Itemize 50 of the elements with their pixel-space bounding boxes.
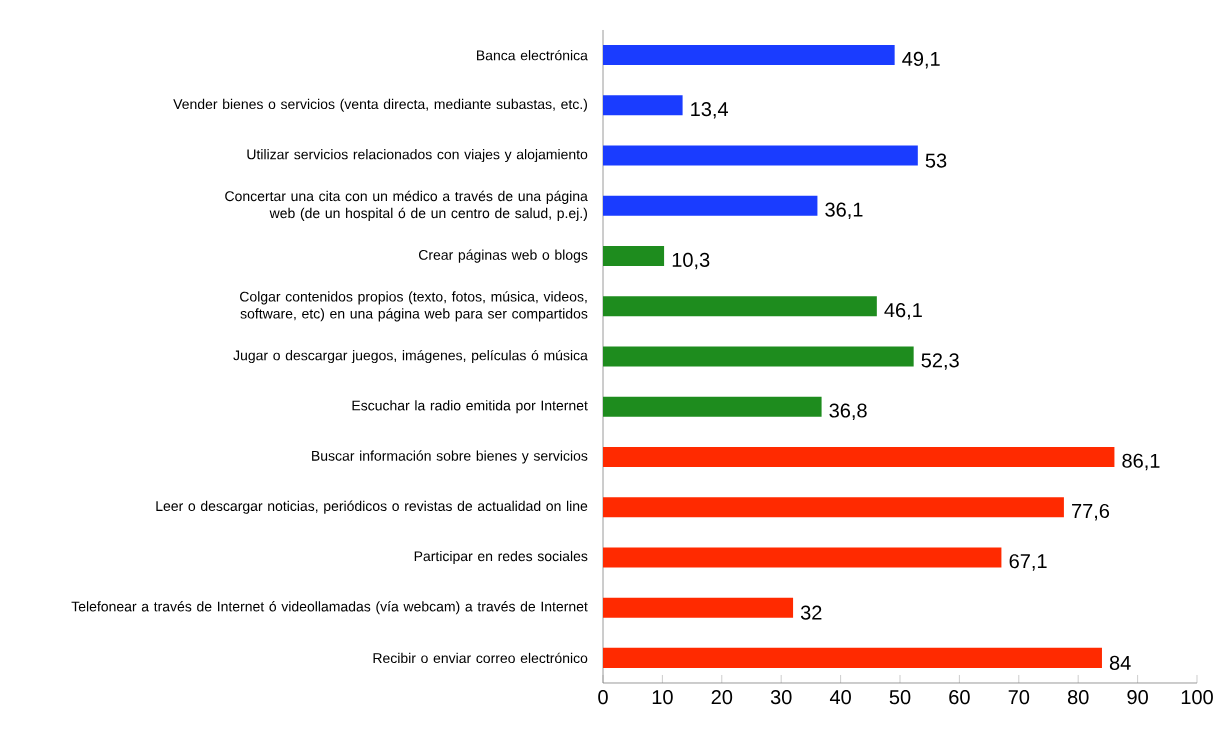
bar xyxy=(603,647,1102,668)
y-tick-label: Banca electrónica xyxy=(477,49,588,61)
data-label: 52,3 xyxy=(921,353,959,370)
x-tick-label: 90 xyxy=(1127,690,1148,705)
y-tick-label: Vender bienes o servicios (venta directa, mediante subastas, etc.) xyxy=(173,98,587,112)
bar xyxy=(603,195,818,216)
bar xyxy=(603,246,665,267)
data-label: 46,1 xyxy=(884,303,922,320)
x-tick-label: 60 xyxy=(949,690,970,705)
bar xyxy=(603,547,1002,568)
data-label: 13,4 xyxy=(691,102,728,119)
data-label: 49,1 xyxy=(902,51,940,69)
x-tick-label: 10 xyxy=(652,690,673,705)
bar xyxy=(603,296,877,317)
data-label: 36,8 xyxy=(829,403,867,420)
y-tick-label: Crear páginas web o blogs xyxy=(419,249,588,263)
data-label: 32 xyxy=(800,605,822,620)
y-tick-label: Jugar o descargar juegos, imágenes, películas ó música xyxy=(233,349,588,364)
bar xyxy=(603,446,1115,467)
bar xyxy=(603,597,794,618)
y-tick-label: Participar en redes sociales xyxy=(414,550,588,564)
data-label: 67,1 xyxy=(1009,554,1047,571)
bar xyxy=(603,346,914,367)
x-tick-label: 40 xyxy=(829,690,851,705)
data-label: 77,6 xyxy=(1072,503,1110,521)
x-tick-label: 50 xyxy=(889,690,911,705)
bar xyxy=(603,145,918,166)
data-label: 53 xyxy=(925,153,947,168)
y-tick-label: Buscar información sobre bienes y servicios xyxy=(312,450,588,464)
bar xyxy=(603,45,895,66)
x-tick-label: 70 xyxy=(1008,690,1030,705)
y-tick-label: Recibir o enviar correo electrónico xyxy=(373,652,588,664)
bar xyxy=(603,497,1064,518)
y-tick-label: Escuchar la radio emitida por Internet xyxy=(352,400,588,414)
y-tick-label: Leer o descargar noticias, periódicos o revistas de actualidad on line xyxy=(156,500,588,514)
bar xyxy=(603,95,683,116)
x-tick-label: 20 xyxy=(711,690,733,705)
data-label: 36,1 xyxy=(825,202,863,220)
y-tick-label: Telefonear a través de Internet ó videollamadas (vía webcam) a través de Internet xyxy=(71,601,588,615)
x-tick-label: 30 xyxy=(770,690,792,705)
data-label: 10,3 xyxy=(672,252,710,270)
x-tick-label: 80 xyxy=(1067,690,1089,705)
y-tick-label: Colgar contenidos propios (texto, fotos, música, videos, software, etc) en una página web para ser compartidos xyxy=(240,291,588,322)
y-tick-label: Utilizar servicios relacionados con viajes y alojamiento xyxy=(247,149,588,163)
data-label: 84 xyxy=(1109,655,1131,670)
x-tick-label: 0 xyxy=(598,690,608,705)
data-label: 86,1 xyxy=(1122,453,1160,471)
bar xyxy=(603,396,822,417)
x-tick-label: 100 xyxy=(1181,690,1213,705)
y-tick-label: Concertar una cita con un médico a través de una página web (de un hospital ó de un centro de salud, p.ej.) xyxy=(225,190,588,221)
